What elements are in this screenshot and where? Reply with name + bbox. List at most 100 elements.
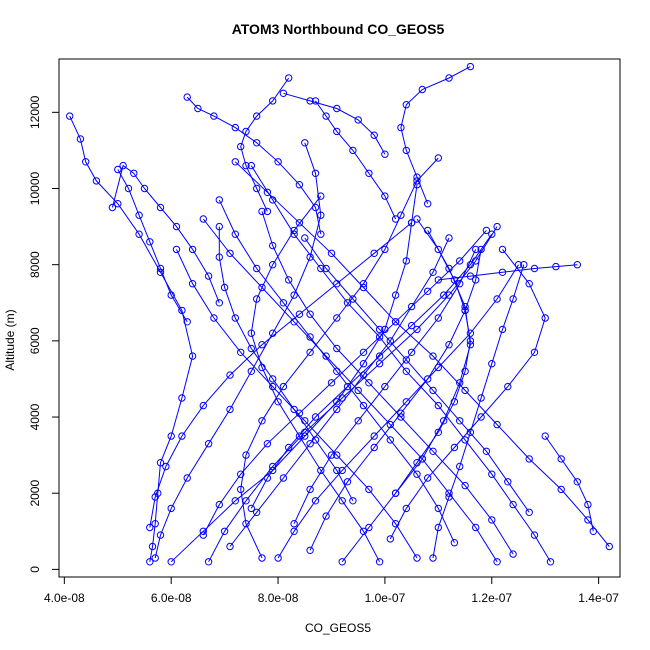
data-point	[498, 245, 507, 254]
data-point	[391, 291, 400, 299]
data-point	[290, 527, 298, 535]
data-point	[434, 523, 442, 532]
data-point	[365, 485, 373, 494]
series-layer	[66, 62, 613, 566]
data-point	[242, 451, 250, 459]
data-point	[199, 215, 208, 223]
data-point	[386, 535, 394, 543]
data-point	[146, 523, 154, 532]
data-point	[407, 321, 416, 330]
data-point	[146, 558, 154, 566]
data-point	[295, 310, 304, 318]
series-line	[261, 211, 514, 555]
data-point	[520, 261, 528, 269]
y-tick-label: 6000	[28, 327, 42, 354]
data-point	[301, 139, 309, 147]
data-point	[493, 558, 501, 566]
data-point	[359, 360, 368, 368]
series-line	[229, 237, 450, 547]
data-point	[317, 466, 325, 475]
data-point	[279, 382, 288, 391]
data-point	[210, 112, 218, 120]
data-point	[546, 558, 555, 566]
data-point	[215, 500, 224, 509]
data-point	[274, 554, 282, 562]
data-point	[333, 104, 341, 113]
data-point	[375, 333, 384, 341]
series-line	[240, 157, 439, 559]
data-point	[199, 531, 208, 539]
data-point	[434, 245, 442, 254]
series-line	[202, 218, 498, 563]
data-point	[429, 352, 437, 360]
data-point	[167, 432, 175, 440]
data-point	[413, 325, 421, 334]
series-15	[258, 207, 517, 558]
data-point	[204, 272, 213, 280]
data-point	[445, 74, 453, 82]
data-point	[247, 161, 256, 170]
x-tick-label: 1.2e-07	[471, 591, 512, 605]
data-point	[231, 314, 240, 322]
data-point	[402, 367, 410, 375]
data-point	[370, 249, 378, 258]
data-point	[92, 177, 101, 185]
x-tick-label: 4.0e-08	[44, 591, 85, 605]
data-point	[552, 262, 560, 271]
series-line	[149, 222, 412, 528]
data-point	[76, 135, 85, 143]
data-point	[477, 245, 485, 254]
data-point	[333, 398, 341, 406]
data-point	[162, 462, 170, 471]
data-point	[130, 169, 138, 178]
data-point	[188, 245, 197, 254]
data-point	[215, 299, 224, 307]
data-point	[530, 531, 539, 539]
data-point	[402, 101, 410, 109]
data-point	[311, 497, 320, 505]
data-point	[434, 276, 442, 284]
data-point	[338, 558, 346, 566]
data-point	[306, 440, 314, 448]
series-24	[215, 222, 357, 505]
data-point	[493, 420, 501, 429]
series-line	[111, 164, 220, 303]
data-point	[434, 363, 442, 372]
data-point	[434, 401, 442, 410]
data-point	[306, 348, 314, 356]
data-point	[247, 504, 256, 513]
data-point	[279, 89, 288, 98]
data-point	[317, 192, 325, 200]
data-point	[156, 264, 165, 273]
data-point	[498, 268, 507, 276]
series-34	[279, 89, 389, 158]
data-point	[311, 436, 320, 444]
series-line	[309, 249, 482, 551]
data-point	[557, 455, 565, 463]
series-line	[69, 115, 194, 562]
data-point	[242, 520, 250, 528]
data-point	[397, 123, 405, 132]
data-point	[306, 546, 314, 554]
data-point	[237, 142, 245, 151]
data-point	[311, 203, 320, 212]
data-point	[466, 62, 475, 71]
data-point	[322, 352, 330, 360]
data-point	[151, 520, 159, 528]
data-point	[210, 314, 218, 322]
data-point	[488, 230, 496, 238]
y-axis: 0 2000 4000 6000 8000 10000 12000	[28, 95, 60, 573]
data-point	[557, 485, 565, 494]
data-point	[148, 542, 157, 551]
data-point	[477, 413, 485, 421]
data-point	[215, 253, 224, 261]
series-23	[247, 230, 496, 513]
data-point	[402, 398, 410, 406]
data-point	[375, 558, 384, 566]
data-point	[108, 203, 117, 212]
data-point	[333, 405, 341, 414]
data-point	[151, 554, 159, 562]
data-point	[482, 447, 491, 455]
y-tick-label: 4000	[28, 403, 42, 430]
data-point	[349, 295, 357, 303]
